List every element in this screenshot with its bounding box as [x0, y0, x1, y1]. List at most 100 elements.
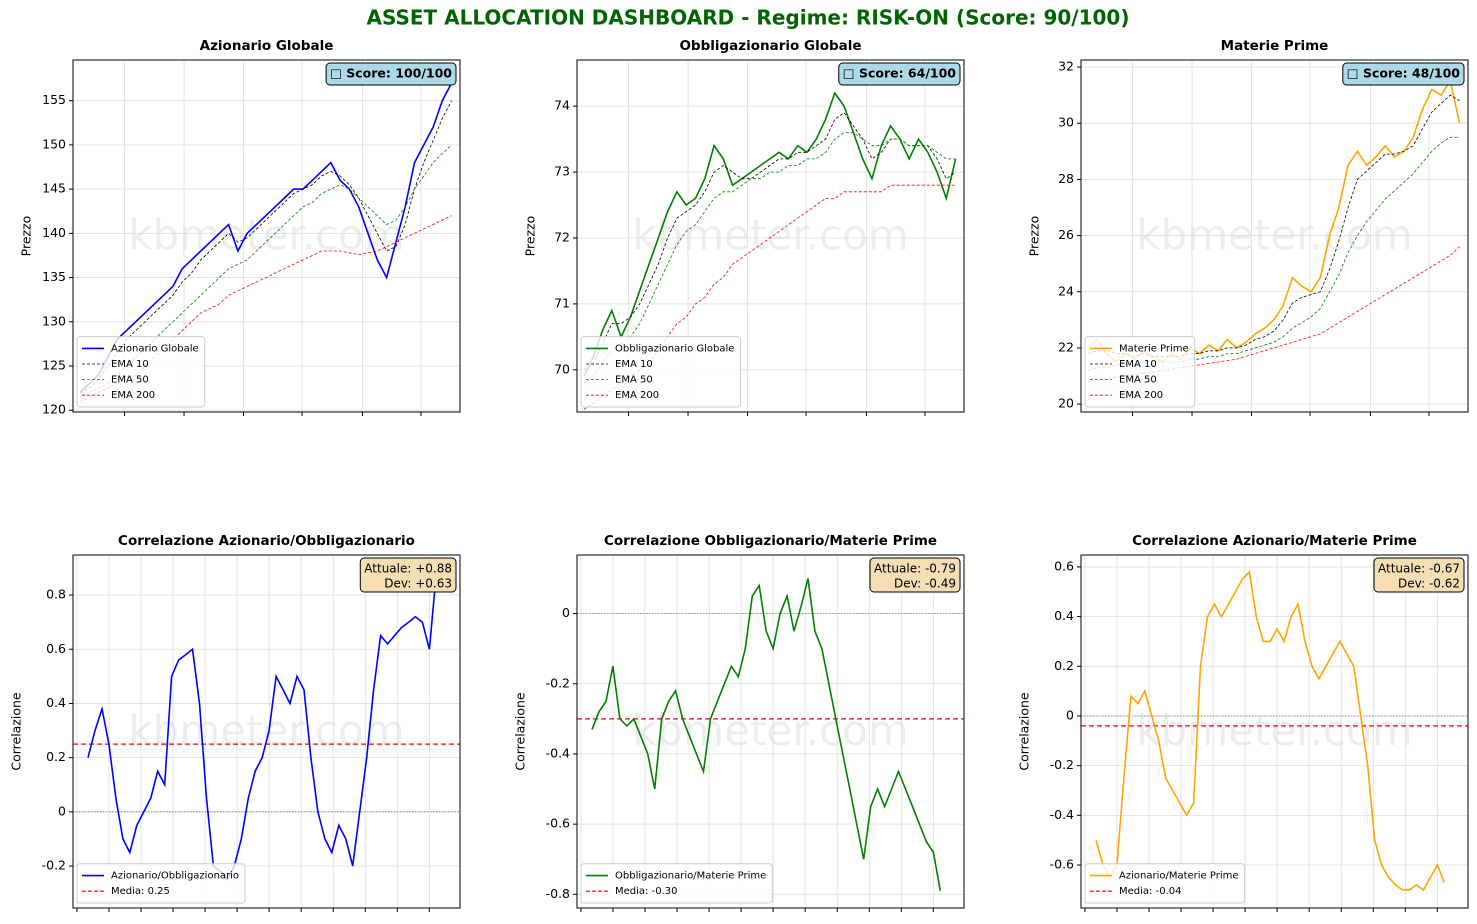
score-badge: [1342, 62, 1465, 86]
y-tick-label: -0.4: [1050, 807, 1074, 822]
axes-frame: [576, 59, 965, 413]
y-axis-label: Correlazione: [9, 692, 24, 771]
stat-note-box: [869, 557, 961, 593]
legend-label: Media: -0.04: [1119, 886, 1181, 897]
legend-label: EMA 200: [1119, 390, 1163, 401]
panel: Correlazione Obbligazionario/Materie Pri…: [513, 533, 965, 912]
legend: Azionario/Materie Prime Media: -0.04: [1084, 863, 1246, 904]
y-axis-label: Prezzo: [19, 216, 34, 257]
legend-label: Azionario/Obbligazionario: [111, 871, 239, 882]
stat-note: Dev: -0.49: [894, 577, 956, 591]
stat-note: Attuale: +0.88: [364, 562, 452, 576]
y-tick-label: 0: [1066, 707, 1074, 722]
y-tick-label: -0.4: [546, 745, 570, 760]
y-tick-label: 0.4: [46, 695, 66, 710]
y-tick-label: -0.8: [546, 886, 570, 901]
panel-title: Obbligazionario Globale: [679, 38, 861, 54]
watermark: kbmeter.com: [128, 211, 405, 260]
legend: Azionario/Obbligazionario Media: 0.25: [76, 863, 246, 904]
legend-label: Materie Prime: [1119, 343, 1189, 354]
axes-frame: [1080, 554, 1469, 909]
y-tick-label: 0.4: [1054, 608, 1074, 623]
y-tick-label: 140: [42, 225, 66, 240]
y-tick-label: 32: [1058, 59, 1074, 74]
y-tick-label: 74: [554, 98, 570, 113]
score-badge-text: □ Score: 64/100: [843, 66, 957, 81]
y-tick-label: 0: [58, 803, 66, 818]
y-tick-label: -0.6: [1050, 857, 1074, 872]
plot: [577, 578, 964, 891]
y-tick-label: 155: [42, 92, 66, 107]
series-line: [87, 573, 438, 882]
legend-label: EMA 50: [111, 375, 149, 386]
y-tick-label: 30: [1058, 115, 1074, 130]
stat-note: Attuale: -0.79: [874, 562, 956, 576]
legend: Materie Prime EMA 10 EMA 50 EMA 200: [1084, 336, 1196, 408]
panel: Azionario Globale kbmeter.com 120 125 130 135…: [19, 38, 461, 417]
y-tick-label: 0.2: [1054, 658, 1074, 673]
legend-label: EMA 200: [111, 390, 155, 401]
legend-label: EMA 50: [1119, 375, 1157, 386]
panel-title: Correlazione Azionario/Materie Prime: [1132, 533, 1417, 549]
y-tick-label: 70: [554, 361, 570, 376]
watermark: kbmeter.com: [1136, 211, 1413, 260]
axes-frame: [576, 554, 965, 909]
series-line: [1087, 94, 1460, 357]
y-tick-label: 145: [42, 181, 66, 196]
legend-box: [76, 863, 246, 904]
watermark: kbmeter.com: [632, 211, 909, 260]
y-axis-label: Correlazione: [1017, 692, 1032, 771]
legend-label: Obbligazionario Globale: [615, 343, 734, 354]
legend-box: [76, 336, 206, 408]
stat-note: Dev: +0.63: [384, 577, 452, 591]
legend-box: [1084, 863, 1246, 904]
axes-frame: [1080, 59, 1469, 413]
y-tick-label: 72: [554, 229, 570, 244]
panel: Obbligazionario Globale kbmeter.com 70 71 72…: [523, 38, 965, 416]
legend-label: EMA 200: [615, 390, 659, 401]
legend-box: [1084, 336, 1196, 408]
panel: Correlazione Azionario/Obbligazionario kb…: [9, 533, 461, 912]
y-tick-label: 28: [1058, 171, 1074, 186]
stat-note: Dev: -0.62: [1398, 577, 1460, 591]
watermark: kbmeter.com: [128, 706, 405, 755]
stat-note: Attuale: -0.67: [1378, 562, 1460, 576]
legend-label: EMA 10: [1119, 359, 1157, 370]
y-tick-label: 0.2: [46, 749, 66, 764]
watermark: kbmeter.com: [632, 706, 909, 755]
panel: Correlazione Azionario/Materie Prime kbme…: [1017, 533, 1469, 912]
watermark: kbmeter.com: [1136, 706, 1413, 755]
y-tick-label: 0.6: [46, 641, 66, 656]
series-line: [583, 132, 956, 384]
legend: Obbligazionario Globale EMA 10 EMA 50 EMA 2…: [580, 336, 741, 408]
axes-frame: [72, 554, 461, 909]
series-line: [583, 112, 956, 371]
legend-label: Azionario/Materie Prime: [1119, 871, 1239, 882]
score-badge: [325, 62, 457, 86]
plot: [1081, 570, 1468, 892]
stat-note-box: [359, 557, 457, 593]
legend-label: Azionario Globale: [111, 343, 199, 354]
score-badge-text: □ Score: 48/100: [1347, 66, 1461, 81]
y-tick-label: 135: [42, 269, 66, 284]
y-tick-label: 20: [1058, 396, 1074, 411]
score-badge-text: □ Score: 100/100: [330, 66, 452, 81]
series-line: [1087, 136, 1460, 371]
y-tick-label: 150: [42, 136, 66, 151]
y-tick-label: 73: [554, 164, 570, 179]
stat-note-box: [1373, 557, 1465, 593]
score-badge: [838, 62, 961, 86]
legend-label: Obbligazionario/Materie Prime: [615, 871, 766, 882]
panel-title: Correlazione Obbligazionario/Materie Pri…: [604, 533, 937, 549]
y-axis-label: Correlazione: [513, 692, 528, 771]
series-line: [1095, 570, 1446, 892]
legend-label: EMA 10: [111, 359, 149, 370]
legend-box: [580, 863, 773, 904]
panel: Materie Prime kbmeter.com 20 22 24 26 28 30 32 Pr…: [1027, 38, 1469, 416]
panel-title: Materie Prime: [1221, 38, 1329, 54]
y-tick-label: 125: [42, 358, 66, 373]
legend-label: Media: 0.25: [111, 886, 170, 897]
panel-title: Azionario Globale: [200, 38, 334, 54]
y-axis-label: Prezzo: [523, 216, 538, 257]
